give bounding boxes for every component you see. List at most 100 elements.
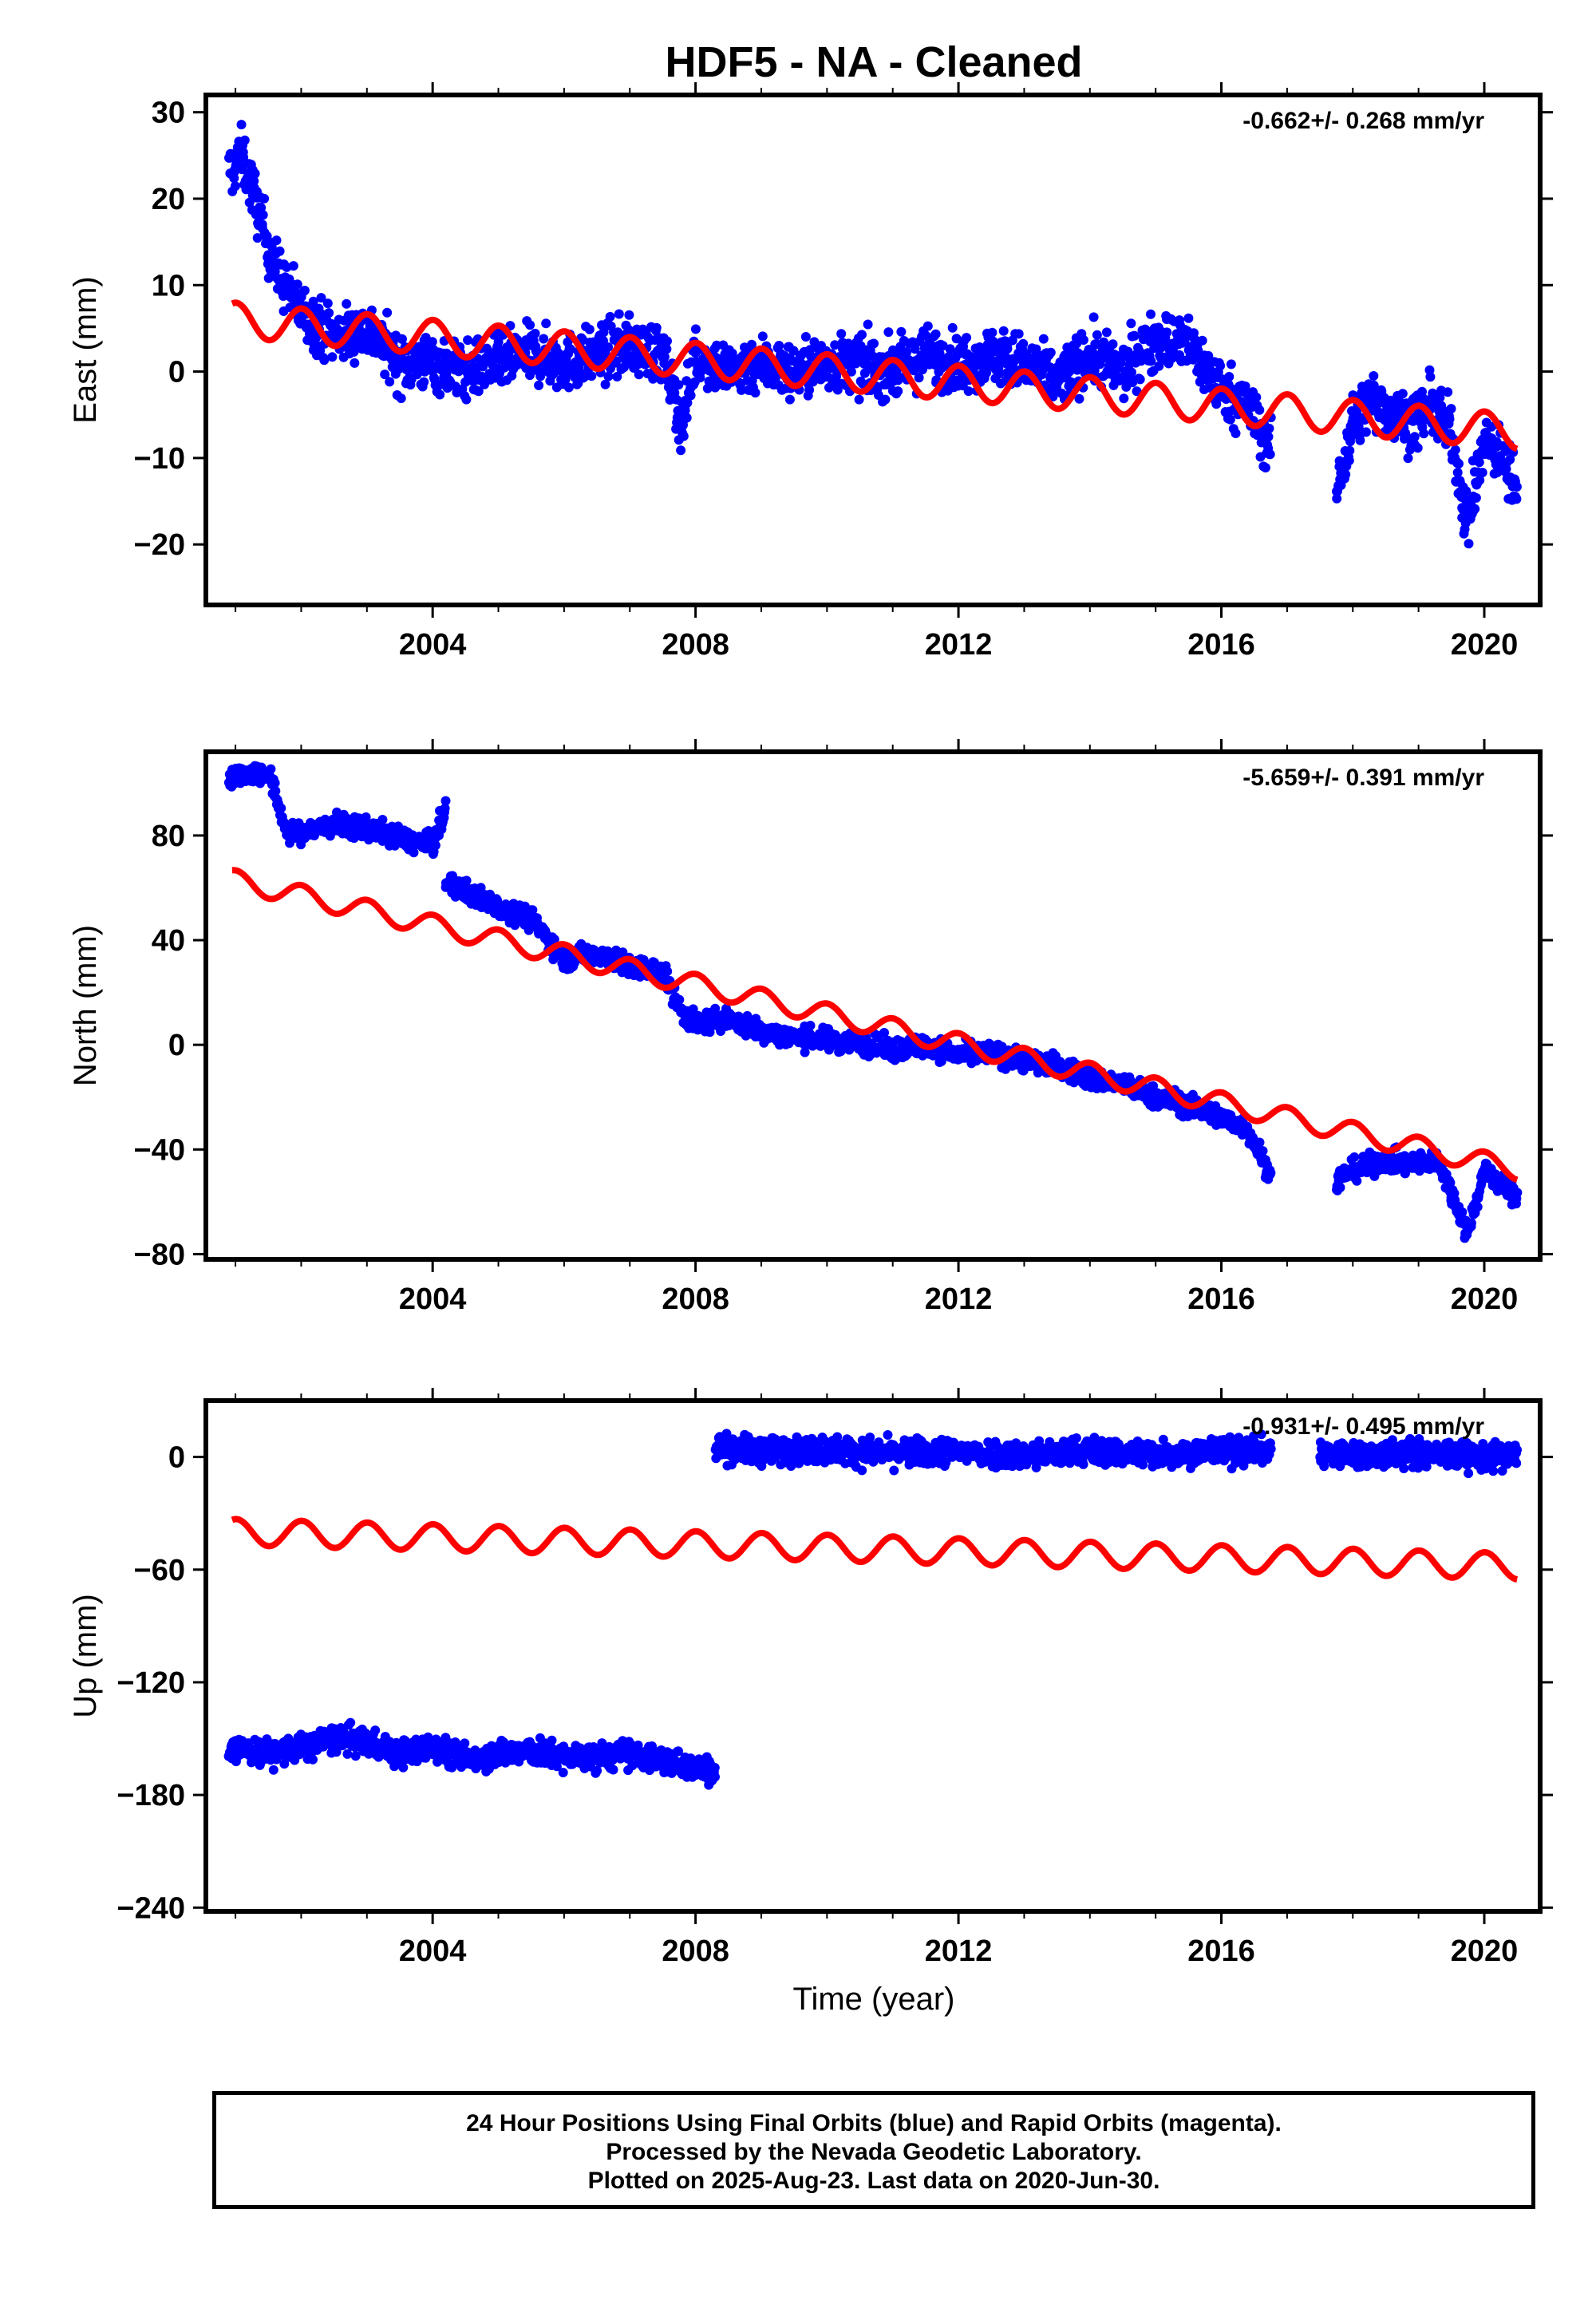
observation-point: [293, 279, 302, 289]
observation-point: [1473, 1202, 1483, 1211]
observation-point: [987, 328, 997, 338]
observation-point: [601, 380, 610, 389]
observation-point: [1336, 1183, 1345, 1192]
observation-point: [1261, 463, 1270, 472]
observation-point: [1130, 331, 1140, 341]
observation-point: [1413, 443, 1423, 453]
observation-point: [1231, 429, 1241, 438]
observation-point: [237, 120, 247, 129]
observation-point: [1355, 436, 1365, 445]
observation-point: [652, 323, 662, 333]
observation-point: [1470, 504, 1479, 514]
observation-point: [1341, 470, 1350, 480]
up-data-layer: [224, 1429, 1522, 1789]
observation-point: [585, 325, 595, 334]
observation-point: [893, 386, 903, 396]
observation-point: [801, 332, 811, 342]
observation-point: [564, 383, 574, 393]
observation-point: [1454, 459, 1464, 468]
x-tick-label: 2012: [925, 628, 993, 662]
observation-point: [1512, 1188, 1522, 1197]
east-y-axis-label: East (mm): [68, 276, 103, 423]
observation-point: [1264, 432, 1274, 441]
observation-point: [603, 342, 613, 352]
observation-point: [964, 386, 974, 396]
observation-point: [269, 1765, 279, 1775]
observation-point: [1464, 539, 1474, 548]
observation-point: [272, 235, 282, 245]
observation-point: [370, 1725, 380, 1735]
observation-point: [266, 765, 275, 774]
observation-point: [382, 308, 392, 318]
y-tick-label: 80: [152, 820, 185, 853]
y-tick-label: −80: [134, 1238, 185, 1271]
x-tick-label: 2008: [662, 1283, 729, 1316]
observation-point: [1039, 334, 1049, 344]
north-model-layer: [232, 870, 1517, 1180]
observation-point: [1453, 468, 1463, 477]
observation-point: [962, 333, 971, 342]
observation-point: [1102, 327, 1112, 337]
observation-point: [350, 358, 359, 368]
observation-point: [1227, 359, 1236, 369]
north-y-axis-label: North (mm): [68, 925, 103, 1086]
observation-point: [323, 298, 333, 308]
observation-point: [1361, 427, 1371, 437]
observation-point: [419, 377, 429, 387]
observation-point: [1126, 318, 1136, 328]
x-tick-label: 2016: [1187, 628, 1255, 662]
observation-point: [327, 352, 337, 362]
observation-point: [758, 331, 768, 341]
observation-point: [251, 169, 260, 179]
observation-point: [1183, 314, 1193, 323]
observation-point: [539, 334, 548, 344]
observation-point: [662, 966, 672, 976]
observation-point: [1425, 372, 1435, 381]
x-tick-label: 2020: [1451, 628, 1519, 662]
observation-point: [308, 1755, 318, 1765]
observation-point: [1224, 372, 1234, 381]
observation-point: [1254, 405, 1264, 415]
observation-point: [1445, 414, 1455, 424]
chart-title: HDF5 - NA - Cleaned: [665, 38, 1082, 86]
observation-point: [1215, 361, 1225, 370]
observation-point: [1266, 1168, 1275, 1178]
observation-point: [931, 330, 941, 339]
x-tick-label: 2004: [399, 628, 467, 662]
observation-point: [624, 310, 634, 320]
observation-point: [1255, 1138, 1265, 1148]
observation-point: [259, 210, 268, 219]
observation-point: [869, 339, 879, 349]
observation-point: [806, 1021, 816, 1030]
observation-point: [377, 815, 387, 824]
observation-point: [785, 395, 795, 405]
observation-point: [1404, 453, 1413, 463]
observation-point: [275, 247, 285, 256]
observation-point: [686, 391, 696, 401]
observation-point: [231, 181, 240, 191]
observation-point: [682, 413, 692, 423]
observation-point: [1472, 493, 1481, 503]
observation-point: [679, 432, 689, 441]
observation-point: [441, 796, 451, 806]
observation-point: [883, 327, 893, 337]
observation-point: [1251, 393, 1261, 402]
observation-point: [1119, 393, 1128, 403]
observation-point: [1136, 374, 1145, 384]
observation-point: [300, 286, 310, 295]
observation-point: [855, 395, 864, 405]
observation-point: [398, 1763, 408, 1773]
observation-point: [896, 327, 906, 337]
observation-point: [603, 372, 613, 381]
observation-point: [1467, 1219, 1476, 1228]
observation-point: [462, 875, 472, 885]
observation-point: [397, 393, 406, 403]
y-tick-label: 40: [152, 924, 185, 958]
observation-point: [948, 323, 958, 333]
observation-point: [614, 310, 624, 319]
observation-point: [634, 370, 644, 379]
observation-point: [1198, 336, 1207, 346]
